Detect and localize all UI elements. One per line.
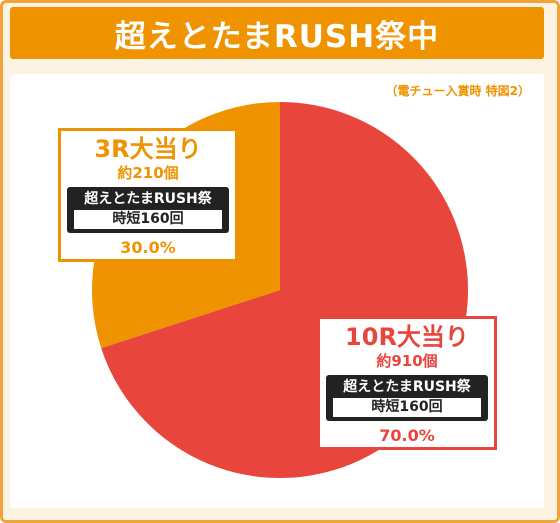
slice-balls: 約210個 — [117, 164, 179, 182]
slice-percent: 30.0% — [120, 238, 176, 257]
rush-badge: 超えとたまRUSH祭 時短160回 — [67, 187, 229, 233]
rush-name: 超えとたまRUSH祭 — [84, 191, 212, 207]
chart-note: （電チュー入賞時 特図2） — [385, 84, 530, 98]
slice-balls: 約910個 — [376, 352, 438, 370]
callout-3r: 3R大当り 約210個 超えとたまRUSH祭 時短160回 30.0% — [58, 128, 238, 262]
chart-title: 超えとたまRUSH祭中 — [10, 7, 544, 59]
callout-10r: 10R大当り 約910個 超えとたまRUSH祭 時短160回 70.0% — [317, 316, 497, 450]
slice-percent: 70.0% — [379, 426, 435, 445]
rush-badge: 超えとたまRUSH祭 時短160回 — [326, 375, 488, 421]
jitan-count: 時短160回 — [74, 210, 222, 229]
jitan-count: 時短160回 — [333, 398, 481, 417]
slice-label: 3R大当り — [94, 135, 202, 163]
rush-name: 超えとたまRUSH祭 — [343, 379, 471, 395]
slice-label: 10R大当り — [345, 323, 469, 351]
